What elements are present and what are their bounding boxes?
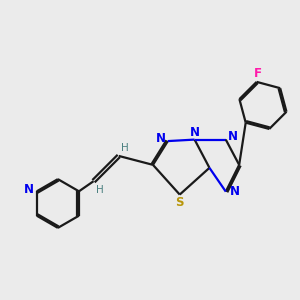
Text: N: N bbox=[228, 130, 238, 143]
Text: F: F bbox=[254, 67, 262, 80]
Text: N: N bbox=[24, 183, 34, 196]
Text: N: N bbox=[230, 185, 240, 198]
Text: S: S bbox=[176, 196, 184, 208]
Text: N: N bbox=[155, 132, 165, 145]
Text: N: N bbox=[190, 126, 200, 139]
Text: H: H bbox=[96, 184, 103, 194]
Text: H: H bbox=[121, 142, 129, 153]
